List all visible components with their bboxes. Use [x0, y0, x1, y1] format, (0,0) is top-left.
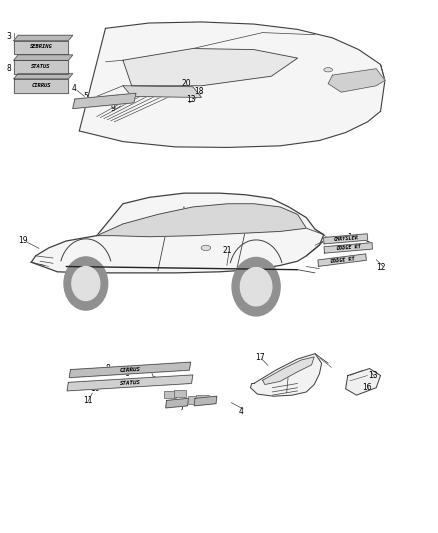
Polygon shape [14, 35, 73, 41]
Text: 8: 8 [105, 364, 110, 373]
Text: 19: 19 [18, 237, 28, 246]
Polygon shape [318, 254, 366, 266]
Text: 3: 3 [151, 376, 156, 385]
Text: 6: 6 [34, 68, 39, 76]
Text: SEBRING: SEBRING [30, 44, 53, 50]
Text: 13: 13 [186, 94, 195, 103]
Polygon shape [67, 375, 193, 391]
Circle shape [64, 257, 108, 310]
Ellipse shape [201, 245, 211, 251]
Bar [196, 395, 208, 402]
Polygon shape [251, 354, 321, 396]
Polygon shape [14, 79, 68, 93]
Text: DODGE RT: DODGE RT [329, 256, 355, 264]
Bar [163, 391, 176, 398]
Text: 18: 18 [194, 86, 204, 95]
Text: STATUS: STATUS [119, 380, 141, 386]
Text: 17: 17 [256, 353, 265, 362]
Text: CIRRUS: CIRRUS [32, 83, 51, 88]
Text: 21: 21 [223, 246, 233, 255]
Polygon shape [73, 93, 136, 109]
Text: 9: 9 [111, 103, 116, 112]
Text: CHRYSLER: CHRYSLER [333, 236, 358, 242]
Text: 16: 16 [363, 383, 372, 392]
Text: 1: 1 [348, 233, 352, 242]
Text: 13: 13 [368, 371, 378, 380]
Text: 20: 20 [181, 78, 191, 87]
Text: CIRRUS: CIRRUS [119, 367, 141, 373]
Polygon shape [166, 398, 188, 408]
Text: 6: 6 [125, 369, 130, 378]
Text: 3: 3 [6, 33, 11, 42]
Text: 8: 8 [6, 64, 11, 73]
Polygon shape [328, 69, 385, 92]
Circle shape [240, 268, 272, 306]
Polygon shape [31, 193, 324, 273]
Text: 10: 10 [90, 384, 99, 393]
Text: STATUS: STATUS [32, 64, 51, 69]
Polygon shape [14, 60, 68, 74]
Text: 5: 5 [83, 92, 88, 101]
Text: CHRYSLER: CHRYSLER [344, 75, 373, 84]
Text: 4: 4 [71, 84, 77, 93]
Polygon shape [263, 357, 314, 384]
Polygon shape [346, 368, 381, 395]
Polygon shape [97, 204, 306, 237]
Ellipse shape [324, 68, 332, 72]
Polygon shape [69, 362, 191, 377]
Bar [173, 390, 186, 397]
Text: DODGE RT: DODGE RT [336, 245, 361, 251]
Polygon shape [324, 234, 367, 244]
Text: LXi LIMITED: LXi LIMITED [86, 97, 123, 104]
Polygon shape [14, 41, 68, 54]
Text: 11: 11 [83, 396, 93, 405]
Polygon shape [123, 86, 201, 98]
Text: 4: 4 [238, 407, 243, 416]
Polygon shape [324, 243, 372, 253]
Circle shape [232, 257, 280, 316]
Polygon shape [194, 396, 217, 406]
Text: 2: 2 [365, 241, 370, 250]
Text: 12: 12 [376, 263, 385, 272]
Circle shape [72, 266, 100, 301]
Polygon shape [123, 49, 297, 86]
Text: 7: 7 [180, 403, 184, 412]
Polygon shape [79, 22, 385, 148]
Bar [187, 396, 200, 403]
Polygon shape [14, 74, 73, 79]
Text: 1: 1 [343, 82, 348, 91]
Polygon shape [14, 55, 73, 60]
